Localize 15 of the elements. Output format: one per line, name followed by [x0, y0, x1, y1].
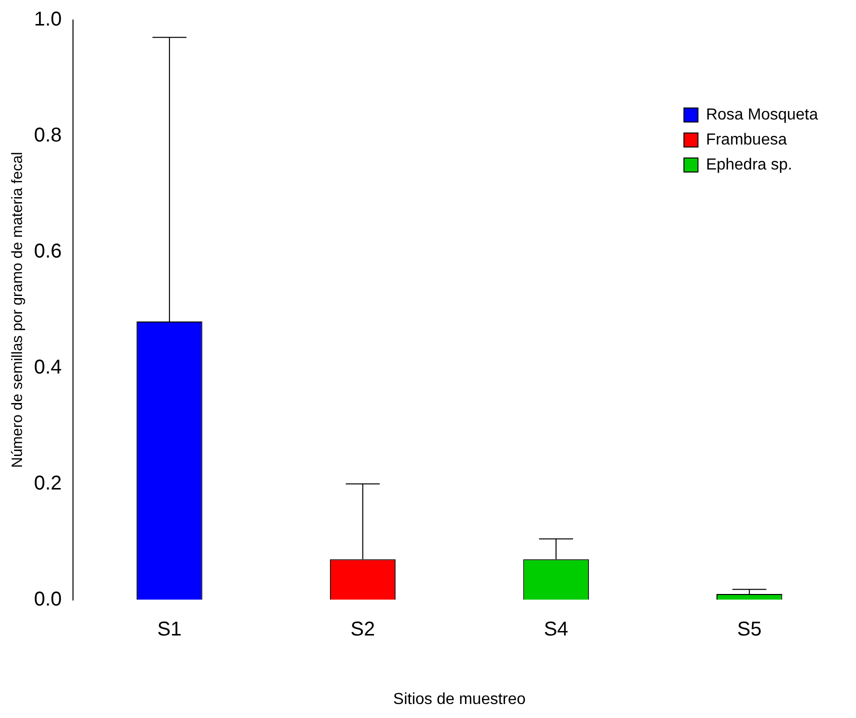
y-tick-label: 0.6: [34, 240, 62, 262]
x-tick-label: S2: [350, 618, 375, 640]
x-tick-label: S1: [157, 618, 182, 640]
y-tick-label: 0.0: [34, 588, 62, 610]
y-tick-label: 0.2: [34, 472, 62, 494]
legend-label: Frambuesa: [706, 131, 787, 148]
y-tick-label: 0.8: [34, 124, 62, 146]
x-tick-label: S5: [737, 618, 762, 640]
legend-label: Ephedra sp.: [706, 156, 792, 174]
y-tick-label: 1.0: [34, 8, 62, 31]
x-tick-label: S4: [544, 618, 568, 640]
legend-label: Rosa Mosqueta: [706, 106, 818, 124]
x-axis-title: Sitios de muestreo: [393, 690, 526, 708]
y-tick-label: 0.4: [34, 356, 62, 378]
y-axis-title: Número de semillas por gramo de materia fecal: [9, 152, 26, 468]
